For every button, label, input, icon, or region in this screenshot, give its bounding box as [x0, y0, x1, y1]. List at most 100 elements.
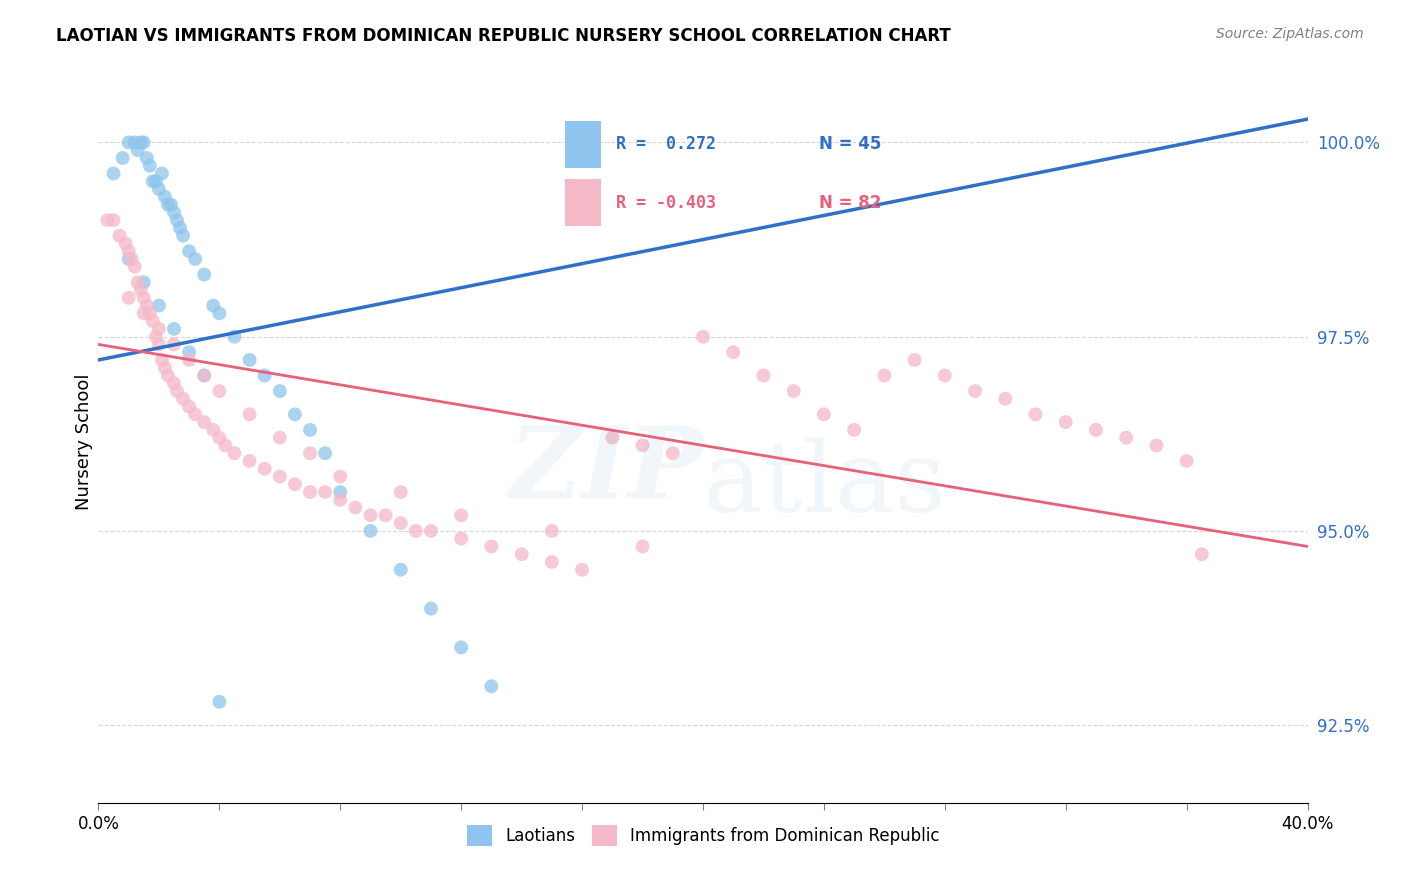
- Point: [214, 438, 236, 452]
- Point: [329, 492, 352, 507]
- Point: [783, 384, 806, 398]
- Point: [127, 143, 149, 157]
- Text: Source: ZipAtlas.com: Source: ZipAtlas.com: [1216, 27, 1364, 41]
- Point: [184, 252, 207, 266]
- Point: [166, 384, 188, 398]
- Point: [344, 500, 367, 515]
- Point: [193, 268, 215, 282]
- Point: [904, 353, 927, 368]
- Point: [114, 236, 136, 251]
- Point: [374, 508, 396, 523]
- Point: [510, 547, 533, 561]
- Point: [389, 516, 412, 530]
- Point: [163, 205, 186, 219]
- Point: [156, 368, 179, 383]
- Point: [163, 337, 186, 351]
- Point: [153, 360, 176, 375]
- Point: [111, 151, 134, 165]
- Point: [299, 423, 322, 437]
- Point: [269, 469, 291, 483]
- Point: [450, 532, 472, 546]
- Point: [148, 337, 170, 351]
- Point: [193, 415, 215, 429]
- Point: [239, 454, 262, 468]
- Point: [135, 299, 157, 313]
- Point: [132, 291, 155, 305]
- Point: [631, 540, 654, 554]
- Point: [103, 167, 125, 181]
- Point: [202, 299, 225, 313]
- Point: [360, 508, 382, 523]
- Point: [153, 190, 176, 204]
- Point: [132, 275, 155, 289]
- Point: [661, 446, 683, 460]
- Point: [299, 485, 322, 500]
- Point: [571, 563, 593, 577]
- Point: [284, 477, 307, 491]
- Point: [135, 151, 157, 165]
- Point: [108, 228, 131, 243]
- Point: [239, 353, 262, 368]
- Point: [118, 252, 141, 266]
- Point: [179, 244, 201, 259]
- Point: [269, 384, 291, 398]
- Text: atlas: atlas: [703, 437, 945, 533]
- Point: [752, 368, 775, 383]
- Point: [163, 322, 186, 336]
- Point: [103, 213, 125, 227]
- Point: [172, 228, 194, 243]
- Point: [1175, 454, 1198, 468]
- Y-axis label: Nursery School: Nursery School: [75, 373, 93, 510]
- Point: [481, 679, 503, 693]
- Point: [602, 431, 624, 445]
- Point: [284, 408, 307, 422]
- Point: [160, 197, 183, 211]
- Point: [1054, 415, 1077, 429]
- Point: [723, 345, 745, 359]
- Point: [314, 446, 336, 460]
- Point: [224, 446, 246, 460]
- Point: [692, 329, 714, 343]
- Point: [145, 174, 167, 188]
- Legend: Laotians, Immigrants from Dominican Republic: Laotians, Immigrants from Dominican Repu…: [460, 819, 946, 852]
- Point: [142, 314, 165, 328]
- Point: [150, 167, 173, 181]
- Point: [208, 306, 231, 320]
- Point: [1191, 547, 1213, 561]
- Point: [148, 299, 170, 313]
- Point: [253, 368, 276, 383]
- Point: [269, 431, 291, 445]
- Text: LAOTIAN VS IMMIGRANTS FROM DOMINICAN REPUBLIC NURSERY SCHOOL CORRELATION CHART: LAOTIAN VS IMMIGRANTS FROM DOMINICAN REP…: [56, 27, 950, 45]
- Point: [965, 384, 987, 398]
- Point: [389, 485, 412, 500]
- Point: [540, 555, 562, 569]
- Point: [224, 329, 246, 343]
- Point: [124, 136, 146, 150]
- Point: [813, 408, 835, 422]
- Point: [148, 182, 170, 196]
- Point: [118, 244, 141, 259]
- Point: [329, 485, 352, 500]
- Point: [156, 197, 179, 211]
- Point: [844, 423, 866, 437]
- Point: [145, 329, 167, 343]
- Point: [179, 353, 201, 368]
- Point: [450, 640, 472, 655]
- Point: [540, 524, 562, 538]
- Point: [179, 345, 201, 359]
- Point: [193, 368, 215, 383]
- Point: [1115, 431, 1137, 445]
- Point: [139, 159, 162, 173]
- Point: [1085, 423, 1108, 437]
- Point: [329, 469, 352, 483]
- Point: [169, 220, 191, 235]
- Point: [118, 291, 141, 305]
- Point: [96, 213, 118, 227]
- Text: ZIP: ZIP: [509, 422, 704, 518]
- Point: [121, 252, 143, 266]
- Point: [148, 322, 170, 336]
- Point: [934, 368, 956, 383]
- Point: [124, 260, 146, 274]
- Point: [184, 408, 207, 422]
- Point: [129, 283, 152, 297]
